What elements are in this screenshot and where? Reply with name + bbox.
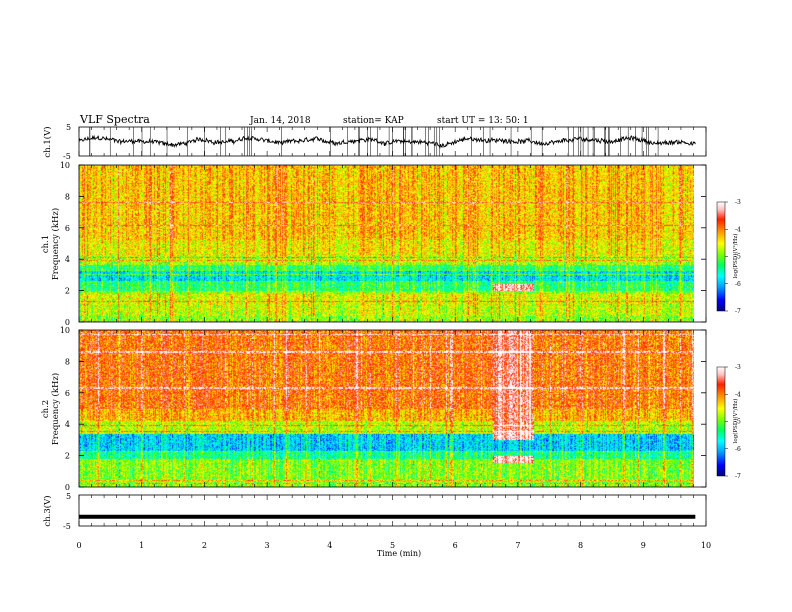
ch2-spec-ytick-label: 8 — [65, 357, 70, 366]
ch1-colorbar-label: -4 — [735, 226, 741, 233]
ch1-waveform-trace — [79, 134, 696, 149]
ch1-ytick-bottom: -5 — [63, 152, 71, 161]
time-tick-label: 4 — [327, 541, 332, 550]
ch1-spectrogram-yticks: 0 2 4 6 8 10 — [60, 161, 706, 327]
ch2-colorbar — [716, 366, 726, 477]
ch1-spec-ytick-label: 6 — [65, 224, 70, 233]
ch1-spec-ylabel-frequency: Frequency (kHz) — [50, 208, 61, 280]
ch3-ylabel: ch.3(V) — [42, 495, 53, 526]
ch2-colorbar-label: -5 — [735, 419, 741, 426]
ch1-spec-ytick-label: 4 — [65, 255, 70, 264]
ch3-ytick-bottom: -5 — [63, 522, 71, 531]
ch2-spec-ytick-label: 0 — [65, 483, 70, 492]
ch2-colorbar-label: log(PSD)(V²/Hz) — [732, 399, 739, 444]
ch2-spectrogram-yticks: 0 2 4 6 8 10 — [60, 326, 706, 492]
ch1-spec-ytick-label: 2 — [65, 287, 70, 296]
ch1-spectrogram-image — [79, 165, 694, 322]
time-tick-label: 9 — [641, 541, 646, 550]
ch1-colorbar-label: -5 — [735, 254, 741, 261]
ch3-waveform-frame — [78, 494, 707, 527]
time-tick-label: 5 — [390, 541, 395, 550]
ch1-ytick-top: 5 — [66, 123, 71, 132]
ch1-colorbar-ticks: -3 -4 -5 -6 -7 — [725, 199, 741, 315]
time-tick-label: 0 — [76, 541, 81, 550]
ch1-colorbar — [716, 201, 726, 312]
ch1-spec-ytick-label: 0 — [65, 318, 70, 327]
time-tick-label: 3 — [265, 541, 270, 550]
time-tick-label: 2 — [202, 541, 207, 550]
ch2-colorbar-ticks: -3 -4 -5 -6 -7 — [725, 364, 741, 480]
header-date: Jan. 14, 2018 — [249, 116, 311, 126]
ch2-colorbar-label: -7 — [735, 473, 741, 480]
time-axis-labels: 0 1 2 3 4 5 6 7 8 9 10 — [76, 541, 711, 550]
ch2-spectrogram-image — [79, 330, 694, 487]
ch1-spec-ylabel-channel: ch.1 — [41, 235, 51, 253]
ch1-spec-ytick-label: 10 — [60, 161, 70, 170]
ch1-colorbar-label: -6 — [735, 281, 741, 288]
header-start-time: start UT = 13: 50: 1 — [437, 116, 529, 126]
header-station: station= KAP — [343, 116, 404, 126]
ch1-ylabel: ch.1(V) — [42, 126, 53, 157]
time-tick-label: 10 — [701, 541, 711, 550]
ch1-colorbar-label: -7 — [735, 308, 741, 315]
ch2-colorbar-label: -3 — [735, 364, 741, 371]
ch3-ytick-top: 5 — [66, 492, 71, 501]
ch1-colorbar-label: -3 — [735, 199, 741, 206]
ch2-spec-ytick-label: 10 — [60, 326, 70, 335]
ch1-colorbar-label: log(PSD)(V²/Hz) — [732, 234, 739, 279]
ch1-spec-ytick-label: 8 — [65, 192, 70, 201]
ch2-colorbar-label: -4 — [735, 391, 741, 398]
ch2-spec-ytick-label: 4 — [65, 420, 70, 429]
ch3-waveform-panel: 5 -5 ch.3(V) — [42, 492, 707, 531]
figure-title: VLF Spectra — [79, 113, 150, 126]
ch2-colorbar-label: -6 — [735, 446, 741, 453]
time-tick-label: 6 — [453, 541, 458, 550]
time-axis-label: Time (min) — [377, 549, 421, 558]
ch2-spec-ylabel-frequency: Frequency (kHz) — [50, 373, 61, 445]
time-tick-label: 1 — [139, 541, 144, 550]
ch2-spec-ytick-label: 6 — [65, 389, 70, 398]
ch2-spec-ytick-label: 2 — [65, 452, 70, 461]
time-tick-label: 7 — [515, 541, 520, 550]
time-tick-label: 8 — [578, 541, 583, 550]
ch2-spec-ylabel-channel: ch.2 — [41, 400, 51, 418]
time-axis-ticks — [78, 127, 707, 526]
